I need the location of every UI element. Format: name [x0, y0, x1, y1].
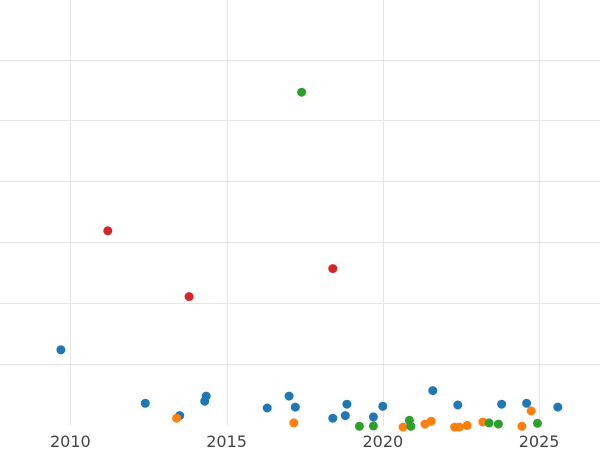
data-point-blue — [368, 412, 378, 422]
data-point-red — [103, 226, 113, 236]
data-point-blue — [497, 399, 507, 409]
data-point-blue — [453, 400, 463, 410]
data-point-orange — [462, 420, 472, 430]
x-axis-ticks: 2010 2015 2020 2025 — [50, 432, 559, 450]
data-point-orange — [426, 416, 436, 426]
data-point-green — [354, 421, 364, 431]
data-point-blue — [328, 413, 338, 423]
data-point-orange — [454, 422, 464, 432]
x-tick-label: 2015 — [206, 432, 247, 450]
data-point-orange — [289, 418, 299, 428]
grid-lines — [0, 0, 600, 425]
data-point-green — [406, 421, 416, 431]
data-point-orange — [398, 422, 408, 432]
data-point-green — [493, 419, 503, 429]
x-tick-label: 2020 — [362, 432, 403, 450]
data-point-blue — [56, 345, 66, 355]
data-point-blue — [378, 401, 388, 411]
x-tick-label: 2010 — [50, 432, 91, 450]
data-point-green — [484, 418, 494, 428]
data-point-orange — [517, 421, 527, 431]
data-point-blue — [522, 398, 532, 408]
data-point-blue — [340, 411, 350, 421]
data-point-blue — [284, 391, 294, 401]
data-points — [56, 87, 563, 432]
data-point-green — [533, 418, 542, 428]
data-point-orange — [526, 406, 536, 416]
data-point-green — [297, 87, 307, 97]
data-point-orange — [172, 413, 182, 423]
data-point-red — [328, 264, 338, 274]
data-point-blue — [553, 402, 563, 412]
data-point-blue — [428, 386, 438, 396]
data-point-blue — [262, 403, 272, 413]
data-point-green — [368, 421, 378, 431]
data-point-red — [184, 292, 194, 302]
data-point-blue — [290, 402, 300, 412]
data-point-blue — [342, 399, 352, 409]
data-point-blue — [140, 398, 150, 408]
x-tick-label: 2025 — [519, 432, 560, 450]
data-point-blue — [201, 391, 211, 401]
